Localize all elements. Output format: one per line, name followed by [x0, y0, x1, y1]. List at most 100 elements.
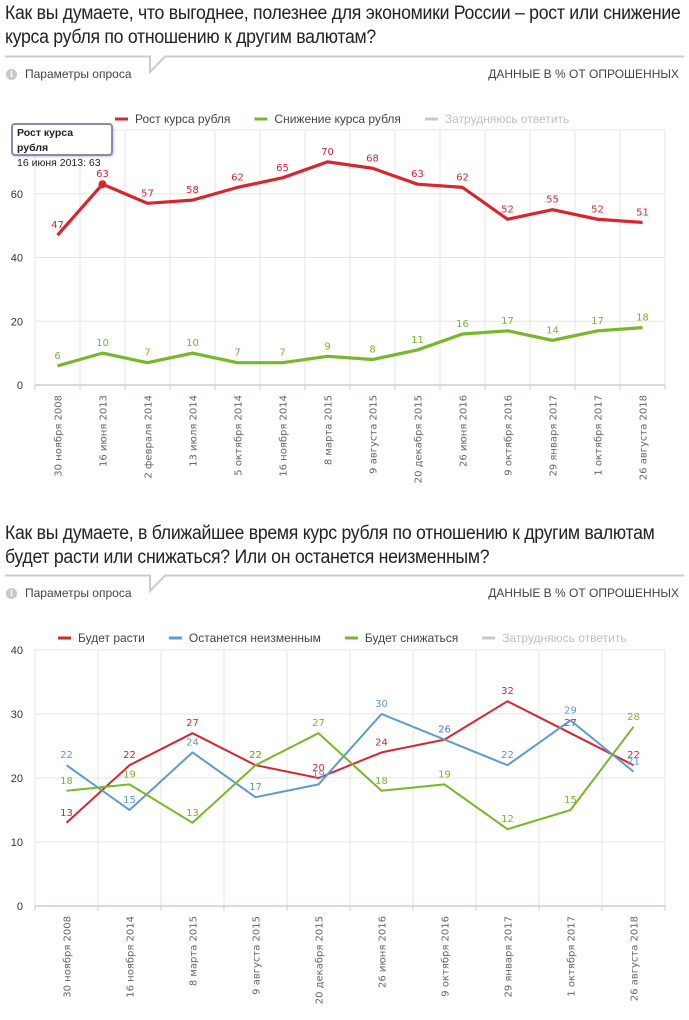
- data-label: 62: [231, 172, 244, 183]
- data-label: 27: [564, 718, 577, 729]
- legend-item[interactable]: Будет расти: [58, 631, 145, 645]
- x-tick-label: 5 октября 2014: [234, 395, 245, 476]
- units-label: ДАННЫЕ В % ОТ ОПРОШЕННЫХ: [488, 586, 679, 600]
- data-label: 15: [564, 795, 577, 806]
- data-label: 20: [312, 763, 325, 774]
- data-label: 7: [279, 348, 285, 359]
- y-tick-label: 0: [17, 380, 23, 392]
- data-label: 18: [375, 776, 388, 787]
- x-tick-label: 30 ноября 2008: [63, 916, 74, 998]
- survey-params-bar-2: i Параметры опроса ДАННЫЕ В % ОТ ОПРОШЕН…: [0, 574, 689, 614]
- data-label: 32: [501, 686, 514, 697]
- data-label: 70: [321, 147, 334, 158]
- data-label: 63: [96, 169, 109, 180]
- x-tick-label: 9 августа 2015: [369, 395, 380, 474]
- x-tick-label: 26 июня 2016: [378, 916, 389, 988]
- data-label: 17: [501, 316, 514, 327]
- chart-1: 0 20 40 60 30 ноября 2008 16 июня 2013 2 февра…: [0, 0, 689, 500]
- data-label: 17: [249, 782, 262, 793]
- data-label: 16: [456, 319, 469, 330]
- data-label: 8: [369, 345, 375, 356]
- data-label: 29: [564, 705, 577, 716]
- data-label: 22: [249, 750, 262, 761]
- data-label: 7: [234, 348, 240, 359]
- data-label: 62: [456, 172, 469, 183]
- data-label: 24: [186, 737, 199, 748]
- series-line[interactable]: [65, 700, 634, 824]
- legend-label[interactable]: Будет снижаться: [365, 631, 458, 645]
- legend-label[interactable]: Останется неизменным: [189, 631, 321, 645]
- x-tick-label: 9 октября 2016: [504, 395, 515, 476]
- x-tick-label: 20 декабря 2015: [414, 395, 425, 483]
- survey-params-link[interactable]: Параметры опроса: [25, 67, 132, 81]
- x-tick-label: 26 августа 2018: [639, 395, 650, 480]
- tooltip-value: 16 июня 2013: 63: [17, 157, 101, 169]
- legend-item[interactable]: Рост курса рубля: [115, 112, 230, 126]
- data-label: 30: [375, 699, 388, 710]
- x-tick-label: 9 августа 2015: [252, 916, 263, 995]
- data-label: 22: [627, 750, 640, 761]
- legend-label[interactable]: Снижение курса рубля: [274, 112, 400, 126]
- data-label: 10: [186, 338, 199, 349]
- data-label: 26: [438, 725, 451, 736]
- data-label: 27: [312, 718, 325, 729]
- units-label: ДАННЫЕ В % ОТ ОПРОШЕННЫХ: [488, 67, 679, 81]
- legend-label[interactable]: Затрудняюсь ответить: [502, 631, 626, 645]
- x-tick-label: 16 ноября 2014: [279, 395, 290, 477]
- legend-label[interactable]: Будет расти: [78, 631, 145, 645]
- x-tick-label: 16 июня 2013: [99, 395, 110, 467]
- y-tick-label: 60: [11, 189, 23, 201]
- data-label: 6: [54, 351, 60, 362]
- series-line[interactable]: [56, 160, 643, 237]
- legend-item[interactable]: Будет снижаться: [344, 631, 458, 645]
- data-label: 51: [636, 207, 649, 218]
- data-label: 10: [96, 338, 109, 349]
- data-label: 13: [186, 808, 199, 819]
- series-line[interactable]: [57, 326, 643, 368]
- data-label: 52: [501, 204, 514, 215]
- data-label: 22: [249, 750, 262, 761]
- x-tick-label: 26 августа 2018: [630, 916, 641, 1001]
- data-label: 7: [144, 348, 150, 359]
- legend-label[interactable]: Затрудняюсь ответить: [445, 112, 569, 126]
- data-label: 55: [546, 195, 559, 206]
- legend-item[interactable]: Затрудняюсь ответить: [482, 631, 627, 645]
- y-tick-label: 30: [11, 709, 23, 721]
- chart-1-svg: 0 20 40 60 30 ноября 2008 16 июня 2013 2 февра…: [11, 112, 666, 483]
- legend-item[interactable]: Снижение курса рубля: [254, 112, 401, 126]
- data-label: 19: [438, 769, 451, 780]
- data-label: 28: [627, 712, 640, 723]
- info-icon[interactable]: i: [6, 588, 17, 599]
- x-tick-label: 29 января 2017: [549, 395, 560, 476]
- data-label: 26: [438, 725, 451, 736]
- data-label: 19: [123, 769, 136, 780]
- data-label: 57: [141, 188, 154, 199]
- x-tick-label: 13 июля 2014: [189, 395, 200, 467]
- data-label: 13: [60, 808, 73, 819]
- legend-label[interactable]: Рост курса рубля: [135, 112, 230, 126]
- tooltip-title: Рост курса рубля: [17, 127, 74, 154]
- series-line[interactable]: [65, 713, 635, 811]
- x-tick-label: 1 октября 2017: [594, 395, 605, 476]
- data-label: 65: [276, 163, 289, 174]
- data-label: 68: [366, 153, 379, 164]
- x-tick-label: 8 марта 2015: [189, 916, 200, 986]
- x-tick-label: 9 октября 2016: [441, 916, 452, 997]
- series-line[interactable]: [66, 726, 635, 831]
- legend-item[interactable]: Останется неизменным: [168, 631, 321, 645]
- highlighted-point[interactable]: [98, 180, 107, 189]
- survey-params-link[interactable]: Параметры опроса: [25, 586, 132, 600]
- x-tick-label: 20 декабря 2015: [315, 916, 326, 1004]
- data-label: 14: [546, 325, 559, 336]
- data-label: 18: [636, 313, 649, 324]
- data-label: 27: [186, 718, 199, 729]
- data-label: 22: [60, 750, 73, 761]
- data-label: 63: [411, 169, 424, 180]
- question-title-2: Как вы думаете, в ближайшее время курс р…: [5, 523, 655, 568]
- data-label: 58: [186, 185, 199, 196]
- x-tick-label: 26 июня 2016: [459, 395, 470, 467]
- info-icon[interactable]: i: [6, 69, 17, 80]
- data-label: 22: [501, 750, 514, 761]
- legend-item[interactable]: Затрудняюсь ответить: [424, 112, 569, 126]
